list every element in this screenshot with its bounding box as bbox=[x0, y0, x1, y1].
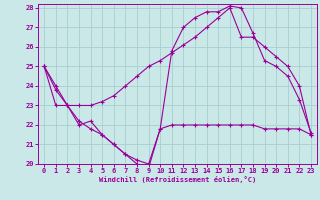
X-axis label: Windchill (Refroidissement éolien,°C): Windchill (Refroidissement éolien,°C) bbox=[99, 176, 256, 183]
